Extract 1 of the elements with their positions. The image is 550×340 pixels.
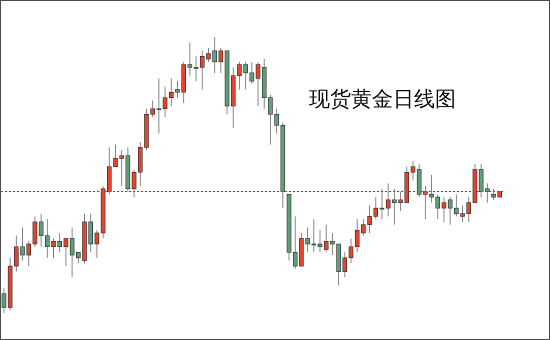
- text: 现货黄金日线图: [309, 86, 456, 113]
